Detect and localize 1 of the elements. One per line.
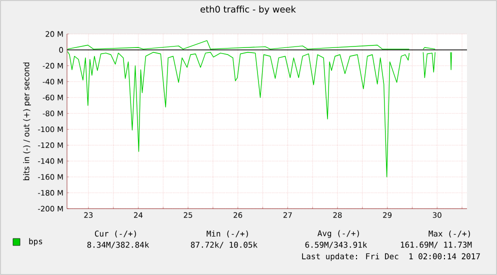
chart-title: eth0 traffic - by week <box>200 6 296 14</box>
